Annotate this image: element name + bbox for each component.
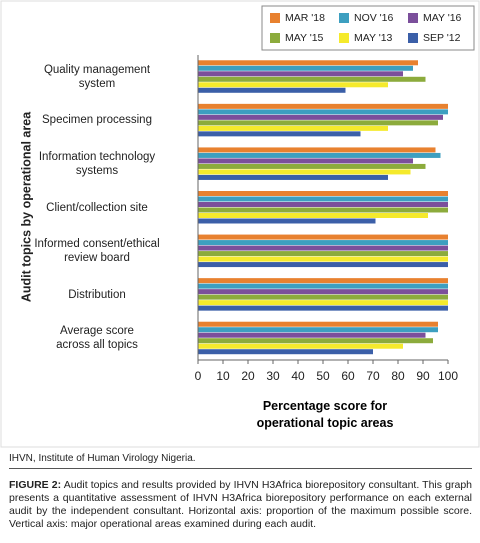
- bar: [198, 174, 388, 180]
- y-tick-label: Information technology systems: [38, 150, 156, 177]
- bar: [198, 300, 448, 306]
- bar: [198, 213, 428, 218]
- x-tick-label: 60: [341, 369, 355, 383]
- legend-swatch: [270, 33, 280, 43]
- bar: [198, 131, 361, 137]
- y-tick-label: Distribution: [68, 288, 126, 301]
- y-tick-label: Average score across all topics: [56, 325, 138, 352]
- bar: [198, 305, 448, 311]
- bar: [198, 60, 418, 66]
- y-tick-label: Specimen processing: [42, 114, 152, 127]
- x-tick-label: 20: [241, 369, 255, 383]
- x-tick-label: 0: [195, 369, 202, 383]
- bar: [198, 321, 438, 327]
- caption-text: Audit topics and results provided by IHV…: [9, 479, 472, 530]
- bar: [198, 125, 388, 131]
- bar: [198, 338, 433, 344]
- x-tick-label: 40: [291, 369, 305, 383]
- legend-label: SEP '12: [423, 32, 461, 44]
- legend-swatch: [408, 13, 418, 23]
- x-tick-label: 90: [416, 369, 430, 383]
- bar: [198, 71, 403, 77]
- caption-label: FIGURE 2:: [9, 479, 62, 491]
- bar: [198, 240, 448, 246]
- bar: [198, 327, 438, 333]
- chart: Audit topics by operational area 0 10 20 30…: [0, 0, 480, 448]
- bar: [198, 218, 376, 224]
- legend-swatch: [339, 13, 349, 23]
- legend-label: NOV '16: [354, 12, 394, 24]
- bar: [198, 245, 448, 251]
- y-tick-label: Client/collection site: [46, 201, 148, 214]
- bar: [198, 114, 443, 120]
- bar: [198, 234, 448, 240]
- bar: [198, 251, 448, 257]
- bar: [198, 82, 388, 88]
- footnote: IHVN, Institute of Human Virology Nigeri…: [9, 453, 196, 464]
- y-axis-label: Audit topics by operational area: [19, 111, 33, 302]
- bar: [198, 343, 403, 349]
- x-tick-label: 30: [266, 369, 280, 383]
- x-axis-label: Percentage score for operational topic a…: [256, 399, 394, 430]
- legend-box: [261, 5, 475, 51]
- bar: [198, 169, 411, 175]
- chart-frame: [0, 0, 480, 448]
- bar: [198, 289, 448, 295]
- x-tick-label: 70: [366, 369, 380, 383]
- bar: [198, 256, 448, 262]
- bar: [198, 191, 448, 196]
- bar: [198, 202, 448, 207]
- bar: [198, 278, 448, 284]
- bar: [198, 196, 448, 202]
- x-tick-label: 50: [316, 369, 330, 383]
- legend-label: MAY '13: [354, 32, 393, 44]
- bar: [198, 262, 448, 268]
- bar: [198, 87, 346, 93]
- bar: [198, 120, 438, 126]
- bar: [198, 147, 436, 153]
- bar: [198, 332, 426, 338]
- bar: [198, 65, 413, 71]
- legend-label: MAY '16: [423, 12, 462, 24]
- x-tick-label: 80: [391, 369, 405, 383]
- y-tick-label: Quality management system: [43, 63, 151, 90]
- bar: [198, 103, 448, 109]
- legend-label: MAR '18: [285, 12, 325, 24]
- legend-swatch: [270, 13, 280, 23]
- caption: FIGURE 2: Audit topics and results provi…: [9, 479, 472, 531]
- bar: [198, 349, 373, 355]
- separator: [9, 468, 472, 469]
- bar: [198, 152, 441, 158]
- bar: [198, 158, 413, 164]
- legend-swatch: [408, 33, 418, 43]
- x-tick-label: 100: [438, 369, 458, 383]
- bar: [198, 207, 448, 213]
- bar: [198, 283, 448, 289]
- y-tick-label: Informed consent/ethical review board: [34, 238, 160, 265]
- bar: [198, 76, 426, 82]
- bar: [198, 294, 448, 300]
- legend-swatch: [339, 33, 349, 43]
- bar: [198, 163, 426, 169]
- x-tick-label: 10: [216, 369, 230, 383]
- bar: [198, 109, 448, 115]
- legend-label: MAY '15: [285, 32, 324, 44]
